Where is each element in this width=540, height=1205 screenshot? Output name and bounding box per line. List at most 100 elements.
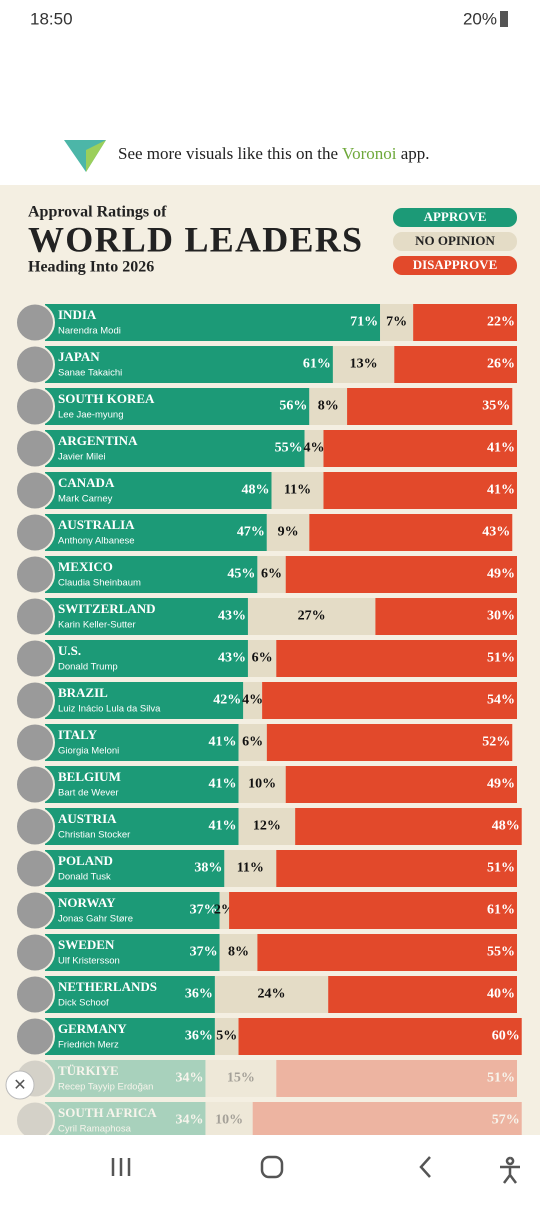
country-label: CANADA <box>58 475 115 490</box>
bar-segment <box>214 976 329 1013</box>
country-label: U.S. <box>58 643 81 658</box>
bar-segment <box>238 808 296 845</box>
bar-segment <box>285 556 517 593</box>
bar-segment <box>238 1018 522 1055</box>
value-label: 51% <box>487 861 515 876</box>
leader-name: Lee Jae-myung <box>58 410 123 421</box>
country-label: INDIA <box>58 307 97 322</box>
value-label: 61% <box>487 903 515 918</box>
clock: 18:50 <box>30 9 73 28</box>
banner-brand[interactable]: Voronoi <box>342 144 397 163</box>
bar-segment <box>45 1018 215 1055</box>
leader-photo <box>15 1016 55 1057</box>
row: 71% 7% 22% INDIA Narendra Modi <box>15 302 517 343</box>
nav-back[interactable] <box>419 1156 431 1178</box>
nav-recents[interactable] <box>111 1158 131 1176</box>
leader-name: Mark Carney <box>58 494 113 505</box>
value-label: 13% <box>350 357 378 372</box>
value-label: 4% <box>242 693 263 708</box>
legend-swatch <box>393 208 517 227</box>
leader-photo <box>15 512 55 553</box>
bar-segment <box>45 976 215 1013</box>
battery-icon <box>500 11 508 27</box>
bar-segment <box>323 472 517 509</box>
row: 38% 11% 51% POLAND Donald Tusk <box>15 848 517 889</box>
country-label: BELGIUM <box>58 769 121 784</box>
leader-photo <box>15 428 55 469</box>
value-label: 24% <box>258 987 286 1002</box>
bar-segment <box>266 514 310 551</box>
country-label: AUSTRIA <box>58 811 117 826</box>
legend-swatch <box>393 232 517 251</box>
country-label: ARGENTINA <box>58 433 138 448</box>
value-label: 52% <box>482 735 510 750</box>
bar-segment <box>224 850 277 887</box>
country-label: SOUTH KOREA <box>58 391 155 406</box>
row: 41% 6% 52% ITALY Giorgia Meloni <box>15 722 513 763</box>
value-label: 47% <box>237 525 265 540</box>
bar-segment <box>262 682 517 719</box>
leader-name: Claudia Sheinbaum <box>58 578 141 589</box>
value-label: 42% <box>213 693 241 708</box>
bar-segment <box>394 346 517 383</box>
row: 45% 6% 49% MEXICO Claudia Sheinbaum <box>15 554 517 595</box>
leader-name: Ulf Kristersson <box>58 956 120 967</box>
bar-segment <box>304 430 324 467</box>
nav-home[interactable] <box>260 1155 284 1179</box>
leader-photo <box>15 974 55 1015</box>
nav-bar <box>0 1135 540 1200</box>
leader-name: Sanae Takaichi <box>58 368 122 379</box>
value-label: 43% <box>218 651 246 666</box>
bar-segment <box>380 304 414 341</box>
close-ad[interactable] <box>5 1070 35 1100</box>
country-label: SOUTH AFRICA <box>58 1105 157 1120</box>
value-label: 41% <box>209 777 237 792</box>
value-label: 51% <box>487 1071 515 1086</box>
title-top: Approval Ratings of <box>28 204 167 221</box>
bar-segment <box>45 850 225 887</box>
bar-segment <box>247 640 277 677</box>
value-label: 6% <box>252 651 273 666</box>
leader-photo <box>15 1100 55 1141</box>
value-label: 41% <box>209 819 237 834</box>
bar-segment <box>238 766 286 803</box>
bar-segment <box>45 892 220 929</box>
value-label: 49% <box>487 567 515 582</box>
row: 37% 8% 55% SWEDEN Ulf Kristersson <box>15 932 517 973</box>
value-label: 27% <box>298 609 326 624</box>
leader-photo <box>15 596 55 637</box>
value-label: 34% <box>175 1113 203 1128</box>
row: 47% 9% 43% AUSTRALIA Anthony Albanese <box>15 512 513 553</box>
value-label: 41% <box>487 441 515 456</box>
bar-segment <box>45 640 248 677</box>
country-label: GERMANY <box>58 1021 127 1036</box>
leader-photo <box>15 848 55 889</box>
value-label: 43% <box>218 609 246 624</box>
country-label: ITALY <box>58 727 98 742</box>
row: 41% 12% 48% AUSTRIA Christian Stocker <box>15 806 522 847</box>
bar-segment <box>285 766 517 803</box>
value-label: 57% <box>492 1113 520 1128</box>
value-label: 8% <box>318 399 339 414</box>
leader-name: Luiz Inácio Lula da Silva <box>58 704 161 715</box>
bar-segment <box>309 388 348 425</box>
row: 56% 8% 35% SOUTH KOREA Lee Jae-myung <box>15 386 513 427</box>
leader-name: Giorgia Meloni <box>58 746 119 757</box>
leader-name: Friedrich Merz <box>58 1040 119 1051</box>
row: 36% 5% 60% GERMANY Friedrich Merz <box>15 1016 522 1057</box>
value-label: 45% <box>227 567 255 582</box>
value-label: 8% <box>228 945 249 960</box>
value-label: 9% <box>278 525 299 540</box>
close-icon[interactable]: ✕ <box>13 1077 26 1094</box>
value-label: 37% <box>190 945 218 960</box>
chart-title: WORLD LEADERS <box>28 219 362 259</box>
country-label: AUSTRALIA <box>58 517 135 532</box>
leader-name: Donald Trump <box>58 662 118 673</box>
bar-segment <box>219 892 230 929</box>
nav-accessibility[interactable] <box>500 1156 520 1184</box>
leader-name: Javier Milei <box>58 452 106 463</box>
bar-segment <box>323 430 517 467</box>
value-label: 15% <box>227 1071 255 1086</box>
